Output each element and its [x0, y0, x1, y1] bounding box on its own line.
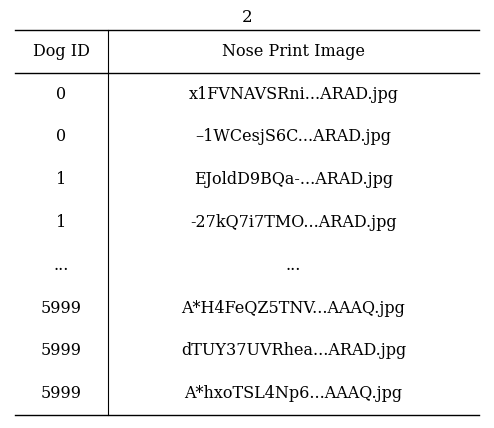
Text: 1: 1	[56, 214, 66, 231]
Text: 2: 2	[242, 9, 252, 26]
Text: 0: 0	[56, 86, 66, 103]
Text: 1: 1	[56, 171, 66, 188]
Text: Dog ID: Dog ID	[33, 43, 90, 60]
Text: 5999: 5999	[41, 300, 82, 317]
Text: -27kQ7i7TMO...ARAD.jpg: -27kQ7i7TMO...ARAD.jpg	[190, 214, 397, 231]
Text: A*hxoTSL4Np6...AAAQ.jpg: A*hxoTSL4Np6...AAAQ.jpg	[184, 385, 403, 402]
Text: –1WCesjS6C...ARAD.jpg: –1WCesjS6C...ARAD.jpg	[196, 128, 391, 146]
Text: 0: 0	[56, 128, 66, 146]
Text: ...: ...	[53, 257, 69, 274]
Text: 5999: 5999	[41, 385, 82, 402]
Text: 5999: 5999	[41, 342, 82, 360]
Text: EJoldD9BQa-...ARAD.jpg: EJoldD9BQa-...ARAD.jpg	[194, 171, 393, 188]
Text: dTUY37UVRhea...ARAD.jpg: dTUY37UVRhea...ARAD.jpg	[181, 342, 406, 360]
Text: ...: ...	[286, 257, 301, 274]
Text: A*H4FeQZ5TNV...AAAQ.jpg: A*H4FeQZ5TNV...AAAQ.jpg	[181, 300, 406, 317]
Text: x1FVNAVSRni...ARAD.jpg: x1FVNAVSRni...ARAD.jpg	[188, 86, 399, 103]
Text: Nose Print Image: Nose Print Image	[222, 43, 365, 60]
